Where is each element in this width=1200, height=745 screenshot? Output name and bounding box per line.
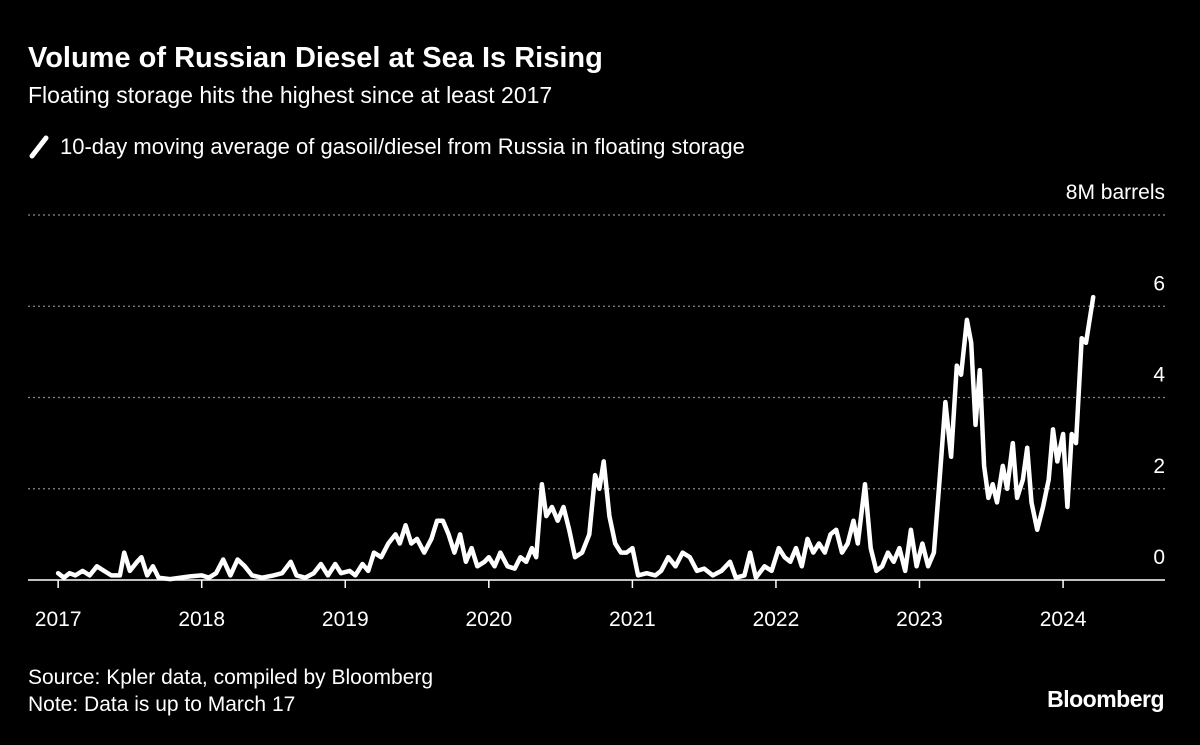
y-tick-label: 6 — [1153, 272, 1165, 295]
x-tick-label: 2024 — [1040, 608, 1087, 631]
x-tick-label: 2017 — [35, 608, 82, 631]
x-tick-label: 2019 — [322, 608, 369, 631]
y-tick-label: 4 — [1153, 364, 1165, 387]
source: Source: Kpler data, compiled by Bloomber… — [28, 666, 433, 689]
y-tick-label: 0 — [1153, 546, 1165, 569]
x-tick-label: 2021 — [609, 608, 656, 631]
legend-label: 10-day moving average of gasoil/diesel f… — [60, 134, 745, 159]
x-tick-label: 2023 — [896, 608, 943, 631]
x-tick-label: 2022 — [753, 608, 800, 631]
chart-subtitle: Floating storage hits the highest since … — [28, 82, 552, 108]
y-tick-label: 8M barrels — [1066, 181, 1165, 204]
data-line — [55, 294, 1096, 582]
note: Note: Data is up to March 17 — [28, 693, 295, 716]
x-tick-label: 2020 — [465, 608, 512, 631]
legend-swatch — [29, 135, 49, 159]
chart-title: Volume of Russian Diesel at Sea Is Risin… — [28, 42, 603, 74]
y-tick-label: 2 — [1153, 455, 1165, 478]
x-tick-label: 2018 — [178, 608, 225, 631]
brand: Bloomberg — [1047, 686, 1164, 712]
